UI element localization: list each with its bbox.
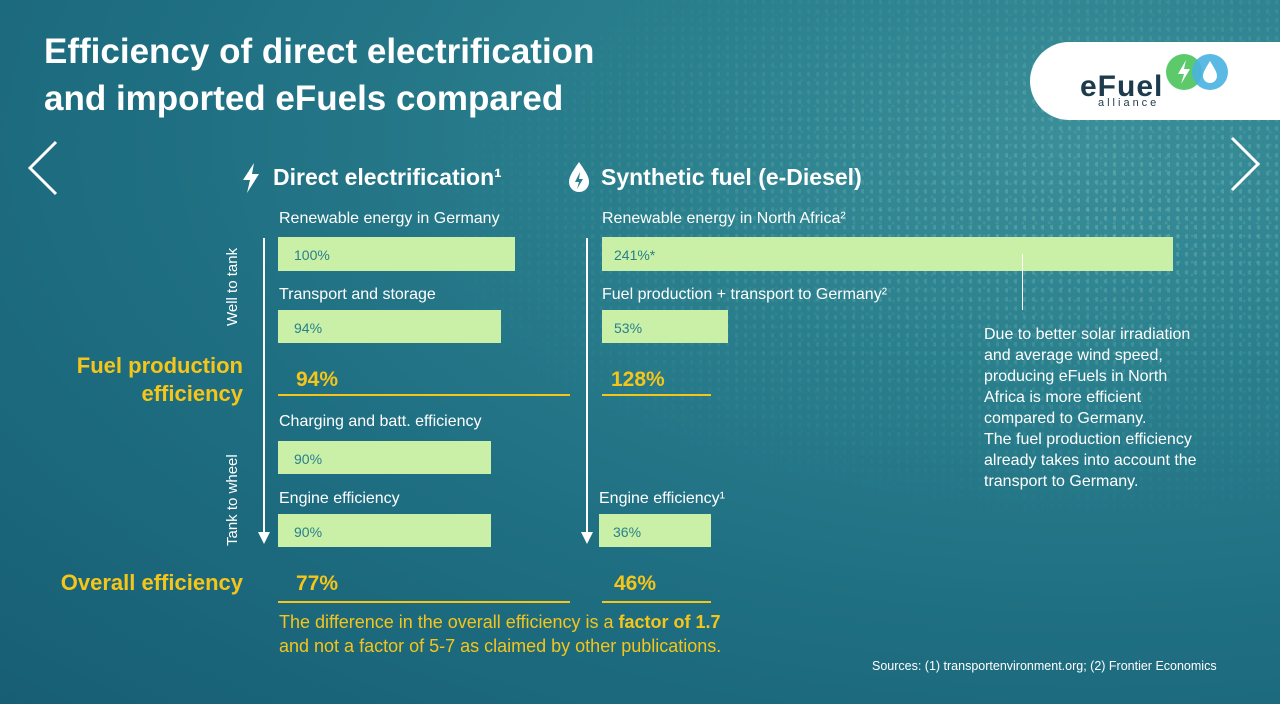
step-label: Renewable energy in Germany (279, 210, 500, 227)
step-label: Fuel production + transport to Germany² (602, 286, 888, 303)
direct-fuel-production-underline (278, 394, 570, 396)
droplet-icon (1203, 61, 1217, 83)
droplet-icon (569, 162, 589, 192)
note-connector (1022, 254, 1023, 310)
direct-overall-underline (278, 601, 570, 603)
well-to-tank-label: Well to tank (224, 247, 241, 326)
synthetic-fuel-production-value: 128% (611, 368, 665, 391)
logo-subtext: alliance (1098, 97, 1160, 109)
footer-statement: The difference in the overall efficiency… (279, 612, 722, 656)
chevron-left-icon (27, 140, 58, 196)
tank-to-wheel-label: Tank to wheel (224, 454, 241, 546)
synthetic-overall-value: 46% (614, 572, 657, 595)
slide-title: Efficiency of direct electrification and… (44, 32, 595, 118)
column-title-direct: Direct electrification¹ (273, 164, 502, 190)
chevron-right-icon (1230, 136, 1261, 192)
bar-direct-charging: 90% (278, 441, 492, 474)
direct-axis-line (263, 238, 265, 538)
logo-badge (1030, 42, 1280, 120)
synthetic-fuel-production-underline (602, 394, 711, 396)
synthetic-overall-underline (602, 601, 711, 603)
column-title-synthetic: Synthetic fuel (e-Diesel) (601, 164, 862, 190)
prev-slide-button[interactable] (24, 138, 60, 198)
lightning-icon (243, 163, 259, 193)
bar-synthetic-engine: 36% (599, 514, 711, 547)
step-label: Engine efficiency¹ (599, 490, 725, 507)
bar-direct-engine: 90% (278, 514, 492, 547)
bar-direct-transport: 94% (278, 310, 501, 343)
logo-icons (1166, 54, 1228, 90)
step-label: Transport and storage (279, 286, 436, 303)
direct-axis-arrowhead (258, 532, 270, 544)
synthetic-axis-arrowhead (581, 532, 593, 544)
bar-direct-renewable: 100% (278, 237, 515, 271)
factor-highlight: factor of 1.7 (618, 612, 721, 632)
next-slide-button[interactable] (1228, 134, 1264, 194)
sources: Sources: (1) transportenvironment.org; (… (872, 659, 1217, 673)
direct-fuel-production-value: 94% (296, 368, 339, 391)
step-label: Renewable energy in North Africa² (602, 210, 846, 227)
step-label: Charging and batt. efficiency (279, 413, 482, 430)
bar-synthetic-renewable: 241%* (602, 237, 1174, 271)
lightning-icon (1178, 60, 1190, 84)
direct-overall-value: 77% (296, 572, 339, 595)
logo-text: eFuel (1080, 70, 1164, 103)
synthetic-axis-line (586, 238, 588, 538)
step-label: Engine efficiency (279, 490, 400, 507)
explanation-note: Due to better solar irradiation and aver… (984, 326, 1197, 490)
bar-synthetic-production: 53% (602, 310, 728, 343)
overall-efficiency-label: Overall efficiency (60, 570, 243, 595)
fuel-production-efficiency-label: Fuel production efficiency (76, 353, 243, 406)
